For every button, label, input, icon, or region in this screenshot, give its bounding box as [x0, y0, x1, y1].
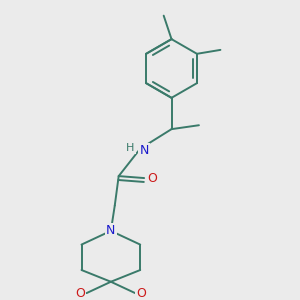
Text: O: O — [147, 172, 157, 184]
Text: N: N — [106, 224, 116, 237]
Text: O: O — [136, 287, 146, 300]
Text: N: N — [140, 144, 149, 157]
Text: O: O — [76, 287, 85, 300]
Text: H: H — [126, 143, 135, 153]
